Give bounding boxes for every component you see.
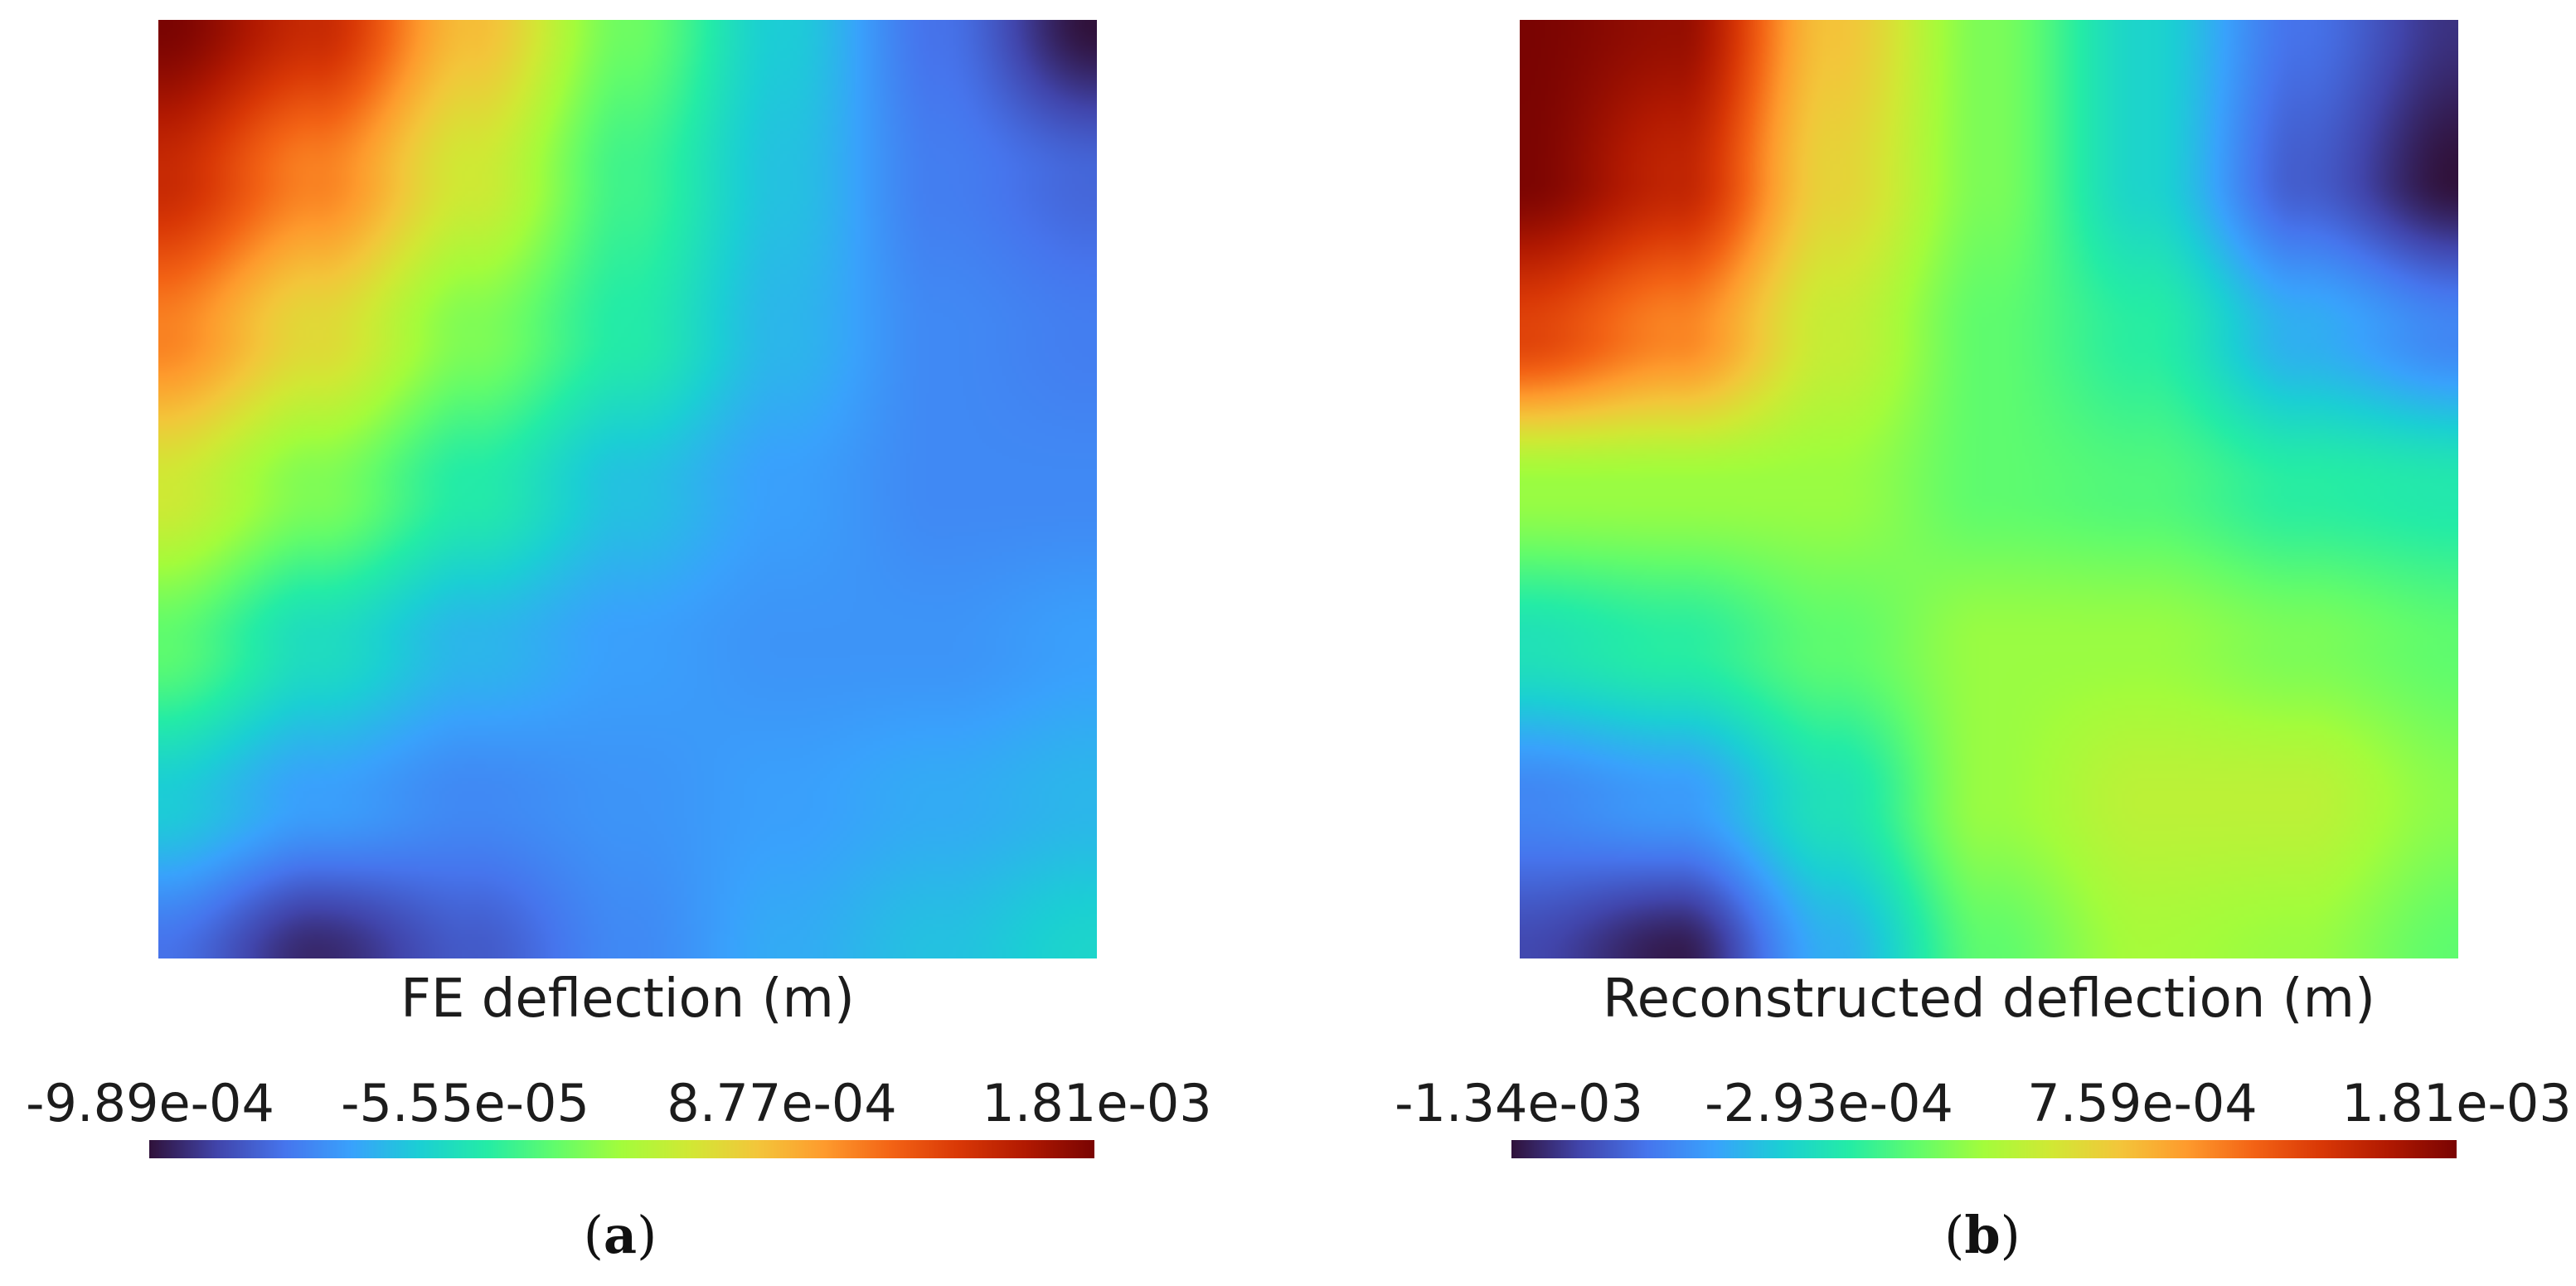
reconstructed-deflection-heatmap: [1520, 20, 2458, 958]
colorbar-ticks-a: -9.89e-04 -5.55e-05 8.77e-04 1.81e-03: [0, 1066, 1288, 1141]
colorbar-tick-label: -9.89e-04: [26, 1073, 274, 1133]
colorbar-ticks-b: -1.34e-03 -2.93e-04 7.59e-04 1.81e-03: [1288, 1066, 2575, 1141]
colorbar-tick-label: 1.81e-03: [2341, 1073, 2572, 1133]
fe-deflection-title: FE deflection (m): [400, 968, 855, 1030]
fe-deflection-heatmap: [158, 20, 1097, 958]
colorbar-tick-label: -2.93e-04: [1705, 1073, 1953, 1133]
figure-panel-a: FE deflection (m) -9.89e-04 -5.55e-05 8.…: [0, 20, 1288, 1265]
panel-label-b: (b): [1944, 1205, 2021, 1265]
figure-panel-b: Reconstructed deflection (m) -1.34e-03 -…: [1288, 0, 2575, 1286]
reconstructed-deflection-title: Reconstructed deflection (m): [1603, 968, 2375, 1030]
colorbar-tick-label: 8.77e-04: [667, 1073, 897, 1133]
colorbar-tick-label: 1.81e-03: [982, 1073, 1212, 1133]
colorbar-b: [1511, 1140, 2457, 1158]
colorbar-tick-label: -5.55e-05: [341, 1073, 589, 1133]
colorbar-tick-label: 7.59e-04: [2027, 1073, 2258, 1133]
colorbar-a: [149, 1140, 1094, 1158]
colorbar-tick-label: -1.34e-03: [1395, 1073, 1643, 1133]
panel-label-a: (a): [583, 1205, 657, 1265]
